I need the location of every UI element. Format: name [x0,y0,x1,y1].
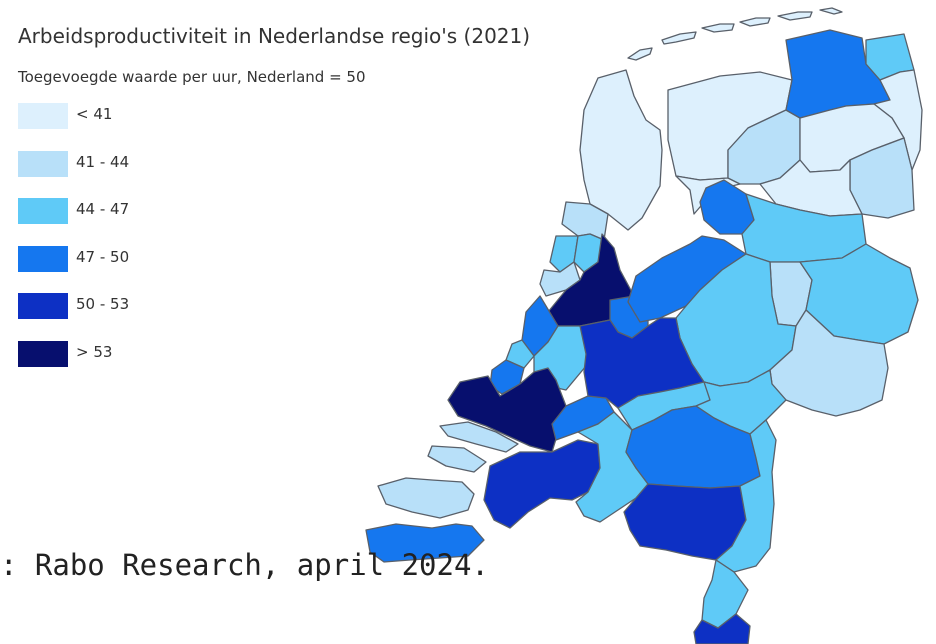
region-zuidoost-noord-brabant[interactable] [623,483,747,561]
legend-swatch [18,150,68,177]
region-overig-zeeland-schouwen[interactable] [427,445,487,473]
region-wadden-islands[interactable] [627,7,843,61]
region-overig-zeeland-goeree[interactable] [439,421,519,453]
legend-swatch [18,103,68,129]
region-noordoostpolder[interactable] [699,179,755,235]
region-west-noord-brabant[interactable] [483,439,601,529]
legend-label: 41 - 44 [76,152,130,171]
region-kop-noord-holland[interactable] [579,69,663,231]
legend-label: > 53 [76,342,113,361]
region-midden-noord-brabant[interactable] [575,411,649,523]
legend-swatch [18,340,68,367]
legend-swatch [18,293,68,319]
legend-label: 50 - 53 [76,295,130,313]
legend-label: < 41 [76,105,113,123]
source-note: : Rabo Research, april 2024. [0,548,489,582]
legend-label: 44 - 47 [76,200,130,218]
legend-swatch [18,198,68,224]
region-overig-zeeland-walcheren[interactable] [377,477,475,519]
map-subtitle: Toegevoegde waarde per uur, Nederland = … [18,68,366,86]
legend-swatch [18,245,68,272]
map-title: Arbeidsproductiviteit in Nederlandse reg… [18,24,531,48]
region-zuid-limburg[interactable] [693,613,751,644]
region-zeeuwsch-vlaanderen[interactable] [365,523,485,563]
legend-label: 47 - 50 [76,247,130,266]
